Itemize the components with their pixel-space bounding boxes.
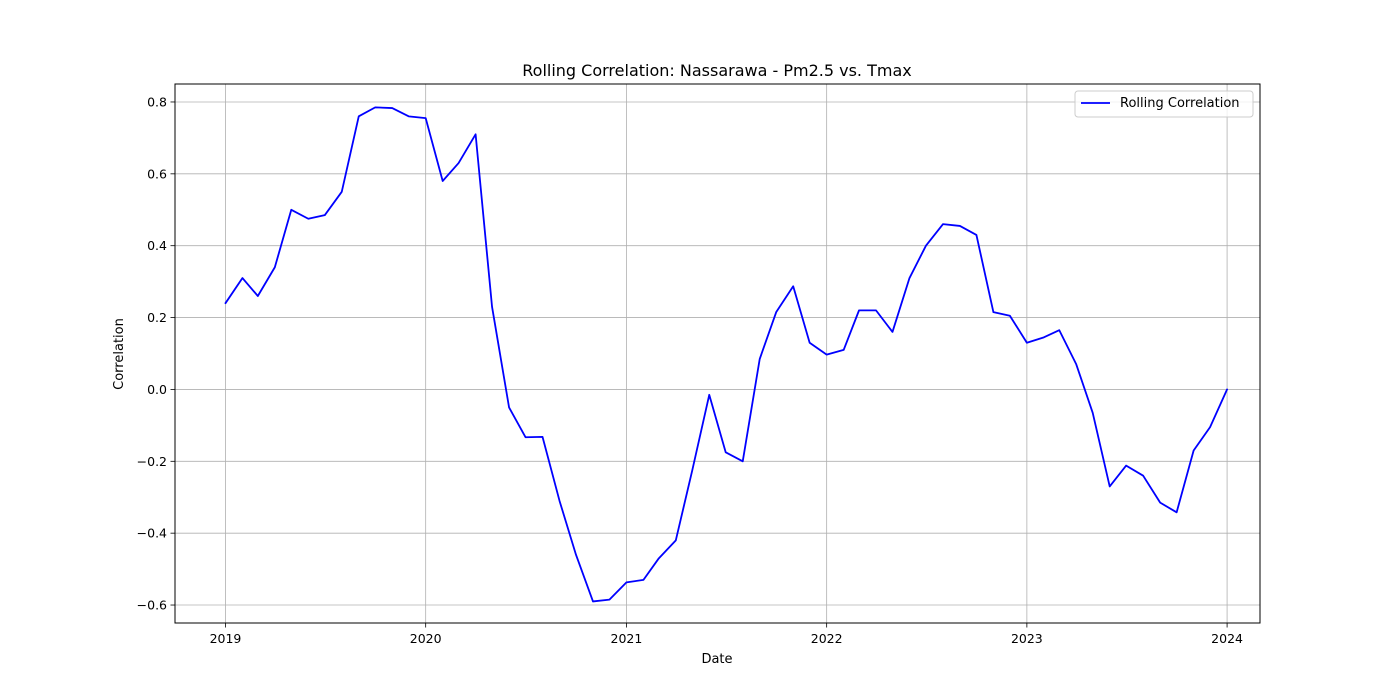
chart-title: Rolling Correlation: Nassarawa - Pm2.5 v… — [522, 61, 911, 80]
y-tick-label: 0.4 — [147, 238, 167, 253]
y-tick-label: −0.2 — [137, 454, 167, 469]
x-axis-label: Date — [701, 652, 732, 667]
x-tick-label: 2019 — [210, 631, 242, 646]
y-tick-label: 0.6 — [147, 166, 167, 181]
y-tick-label: 0.8 — [147, 94, 167, 109]
y-tick-label: −0.4 — [137, 526, 167, 541]
plot-background — [175, 84, 1260, 623]
legend-box — [1074, 90, 1254, 118]
y-tick-label: −0.6 — [137, 598, 167, 613]
x-axis: 2019 2020 2021 2022 2023 2024 — [210, 623, 1243, 646]
x-tick-label: 2022 — [811, 631, 843, 646]
x-tick-label: 2024 — [1211, 631, 1243, 646]
y-gridlines — [175, 101, 1260, 606]
y-axis: −0.6 −0.4 −0.2 0.0 0.2 0.4 0.6 0.8 — [137, 94, 175, 613]
series-line-rolling-correlation — [224, 106, 1228, 603]
y-tick-label: 0.2 — [147, 310, 167, 325]
legend: Rolling Correlation — [1074, 90, 1254, 118]
x-tick-label: 2023 — [1011, 631, 1043, 646]
x-tick-label: 2021 — [611, 631, 643, 646]
series-layer — [224, 106, 1228, 603]
y-tick-label: 0.0 — [147, 382, 167, 397]
x-tick-label: 2020 — [410, 631, 442, 646]
legend-label: Rolling Correlation — [1120, 96, 1240, 111]
y-axis-label: Correlation — [112, 318, 127, 390]
plot-frame — [174, 83, 1261, 624]
